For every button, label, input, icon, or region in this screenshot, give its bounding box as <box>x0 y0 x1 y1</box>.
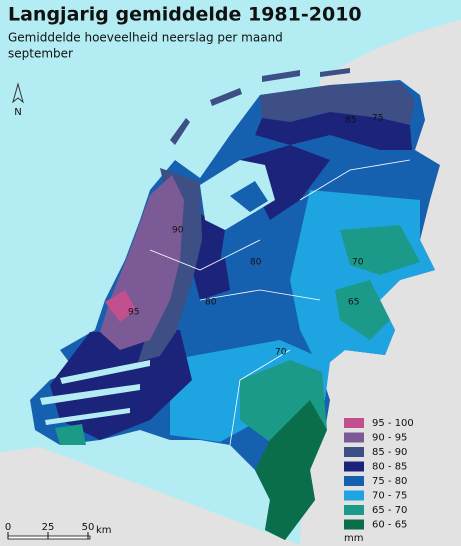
region <box>255 400 327 540</box>
region <box>340 225 420 275</box>
region <box>260 82 415 125</box>
legend-swatch <box>344 461 364 472</box>
legend-label: 80 - 85 <box>372 462 407 473</box>
estuary <box>40 360 150 425</box>
contour-label: 65 <box>348 298 359 308</box>
contour-label: 70 <box>275 348 287 358</box>
contour-label: 80 <box>205 298 217 308</box>
contour-label: 70 <box>352 258 364 268</box>
scale-label: 50 <box>82 522 95 533</box>
contour-label: 95 <box>128 308 139 318</box>
contour-labels: 95 90 85 80 75 70 65 70 80 <box>128 114 383 358</box>
legend-label: 65 - 70 <box>372 505 407 516</box>
north-arrow <box>12 82 24 104</box>
compass: N <box>14 107 21 118</box>
region <box>190 258 230 300</box>
legend-swatch <box>344 418 364 428</box>
title: Langjarig gemiddelde 1981-2010 <box>8 4 362 26</box>
legend-swatch <box>344 447 364 457</box>
subtitle: Gemiddelde hoeveelheid neerslag per maan… <box>8 31 283 45</box>
contour-label: 90 <box>172 226 184 236</box>
legend-swatch <box>344 505 364 515</box>
legend-label: 95 - 100 <box>372 418 414 429</box>
legend-swatch <box>344 490 364 501</box>
polder <box>230 181 268 212</box>
contour-label: 85 <box>345 116 356 126</box>
legend-swatch <box>344 476 364 486</box>
contour-label: 80 <box>250 258 262 268</box>
legend-swatch <box>344 432 364 443</box>
region <box>50 330 192 440</box>
scale-label: 25 <box>42 522 55 533</box>
region <box>55 424 86 445</box>
scale-line <box>7 535 91 540</box>
legend: 95 - 100 90 - 95 85 - 90 80 - 85 75 - 80 70 -… <box>338 410 456 546</box>
border <box>149 159 411 446</box>
scale-label: 0 <box>5 522 11 533</box>
legend-label: 70 - 75 <box>372 491 407 502</box>
region <box>105 290 136 322</box>
region <box>138 168 202 362</box>
region <box>255 112 412 150</box>
netherlands <box>30 68 440 540</box>
legend-swatch <box>344 519 364 530</box>
legend-label: 75 - 80 <box>372 476 407 487</box>
scale-unit: km <box>96 525 112 536</box>
scale-bar: 0 25 50 km <box>5 522 112 540</box>
legend-label: 85 - 90 <box>372 447 407 458</box>
month: september <box>8 47 73 61</box>
region <box>335 280 390 340</box>
legend-unit: mm <box>344 533 363 544</box>
legend-label: 60 - 65 <box>372 520 407 531</box>
legend-label: 90 - 95 <box>372 433 407 444</box>
contour-label: 75 <box>372 114 383 124</box>
